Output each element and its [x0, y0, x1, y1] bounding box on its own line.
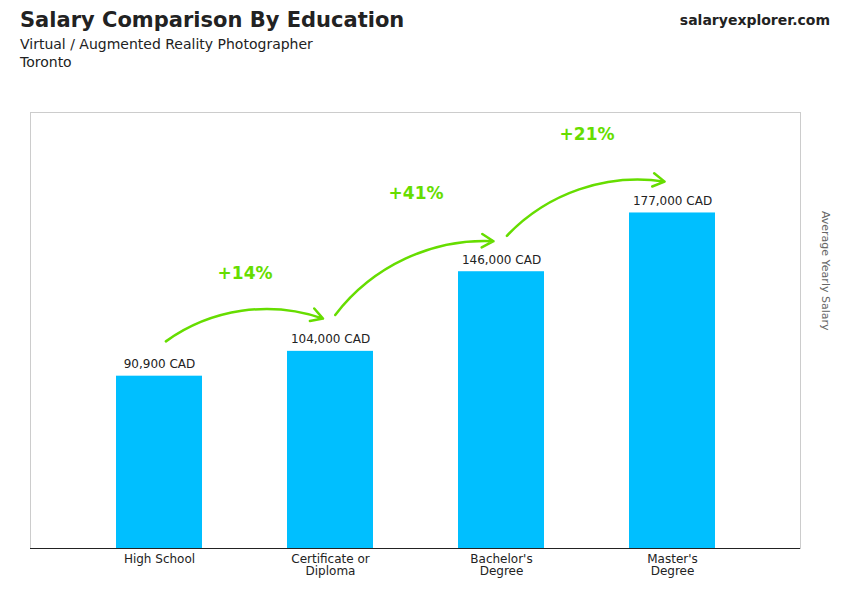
svg-text:Certificate orDiploma: Certificate orDiploma [291, 552, 369, 578]
html-text:Virtual / Augmented Reality Ph: Virtual / Augmented Reality Photographer [20, 36, 313, 52]
html-text:Salary Comparison By Education: Salary Comparison By Education [20, 8, 405, 32]
html-text:salaryexplorer.com: salaryexplorer.com [679, 12, 830, 28]
svg-text:177,000 CAD: 177,000 CAD [633, 194, 712, 208]
svg-text:104,000 CAD: 104,000 CAD [291, 332, 370, 346]
svg-text:Master'sDegree: Master'sDegree [647, 552, 698, 578]
svg-text:+21%: +21% [560, 124, 615, 144]
svg-text:Average Yearly Salary: Average Yearly Salary [819, 211, 832, 331]
html-text:Toronto: Toronto [20, 54, 72, 70]
svg-text:Bachelor'sDegree: Bachelor'sDegree [470, 552, 532, 578]
svg-text:90,900 CAD: 90,900 CAD [124, 357, 196, 371]
svg-text:+41%: +41% [389, 183, 444, 203]
svg-text:High School: High School [124, 552, 195, 566]
svg-text:+14%: +14% [218, 263, 273, 283]
svg-text:146,000 CAD: 146,000 CAD [462, 253, 541, 267]
